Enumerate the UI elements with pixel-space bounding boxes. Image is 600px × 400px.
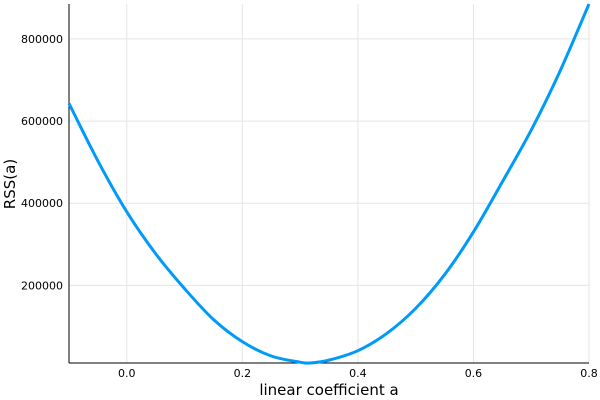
y-tick-label: 400000 bbox=[21, 197, 63, 210]
series-line bbox=[67, 3, 591, 365]
x-tick-label: 0.8 bbox=[580, 367, 598, 380]
x-axis-label: linear coefficient a bbox=[259, 381, 398, 399]
tick-labels: 0.0 0.2 0.4 0.6 0.8 200000 400000 600000 800000 bbox=[21, 33, 598, 380]
x-tick-label: 0.2 bbox=[234, 367, 252, 380]
x-tick-label: 0.6 bbox=[465, 367, 483, 380]
x-tick-label: 0.0 bbox=[118, 367, 136, 380]
y-tick-label: 600000 bbox=[21, 115, 63, 128]
y-tick-label: 200000 bbox=[21, 279, 63, 292]
grid bbox=[69, 4, 590, 363]
axes bbox=[68, 4, 589, 364]
series-layer bbox=[67, 3, 591, 365]
y-tick-label: 800000 bbox=[21, 33, 63, 46]
x-tick-label: 0.4 bbox=[349, 367, 367, 380]
y-axis-label: RSS(a) bbox=[1, 159, 19, 209]
